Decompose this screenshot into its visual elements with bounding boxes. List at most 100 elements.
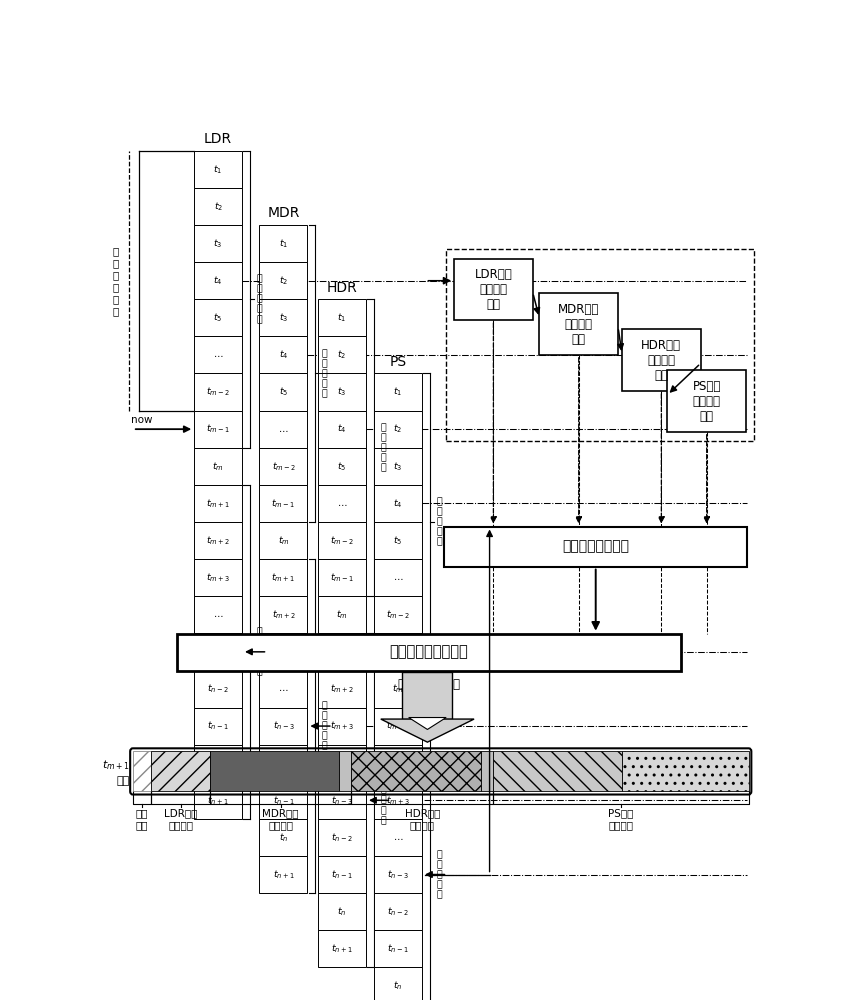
Bar — [260, 485, 308, 522]
Bar — [260, 299, 308, 336]
Text: $t_{n-1}$: $t_{n-1}$ — [273, 794, 294, 807]
Text: $t_{m+2}$: $t_{m+2}$ — [330, 683, 354, 695]
Bar — [374, 967, 422, 1000]
Text: 时刻: 时刻 — [117, 776, 130, 786]
Polygon shape — [408, 718, 446, 729]
Bar — [194, 782, 243, 819]
Text: 预
测
检
测
窗
口: 预 测 检 测 窗 口 — [113, 246, 119, 316]
Bar — [339, 751, 352, 791]
Text: $t_{m+3}$: $t_{m+3}$ — [330, 720, 354, 732]
Text: $t_{m-2}$: $t_{m-2}$ — [272, 460, 295, 473]
Bar — [667, 370, 746, 432]
Bar — [260, 708, 308, 745]
Text: $t_4$: $t_4$ — [213, 274, 223, 287]
Text: $t_{m+3}$: $t_{m+3}$ — [206, 571, 230, 584]
Text: $\cdots$: $\cdots$ — [393, 833, 403, 842]
Bar — [374, 930, 422, 967]
Text: $t_m$: $t_m$ — [278, 534, 289, 547]
Bar — [132, 751, 151, 791]
Text: 有
效
预
测
值: 有 效 预 测 值 — [437, 850, 442, 899]
Text: PS业务
通信量预
测器: PS业务 通信量预 测器 — [692, 380, 721, 423]
Text: $t_n$: $t_n$ — [279, 831, 288, 844]
Bar — [194, 596, 243, 633]
Bar — [260, 448, 308, 485]
Bar — [444, 527, 747, 567]
Text: $t_m$: $t_m$ — [392, 683, 404, 695]
Text: $t_{m+3}$: $t_{m+3}$ — [386, 794, 410, 807]
Bar — [374, 819, 422, 856]
Bar — [260, 819, 308, 856]
Text: $t_m$: $t_m$ — [212, 460, 224, 473]
Text: MDR: MDR — [267, 206, 299, 220]
Text: $t_{m+1}$: $t_{m+1}$ — [206, 497, 230, 510]
Text: $t_3$: $t_3$ — [337, 386, 347, 398]
Text: $t_{m+1}$: $t_{m+1}$ — [386, 720, 410, 732]
Text: $t_2$: $t_2$ — [337, 349, 347, 361]
Text: $t_{m-1}$: $t_{m-1}$ — [330, 571, 354, 584]
Text: $t_{m-1}$: $t_{m-1}$ — [206, 423, 230, 435]
Bar — [352, 751, 481, 791]
Bar — [374, 633, 422, 670]
Text: $t_3$: $t_3$ — [279, 312, 288, 324]
Bar — [194, 373, 243, 411]
Text: $t_1$: $t_1$ — [279, 237, 288, 250]
Text: $t_5$: $t_5$ — [337, 460, 347, 473]
Bar — [194, 485, 243, 522]
Text: $t_{m+1}$: $t_{m+1}$ — [330, 646, 354, 658]
Bar — [374, 856, 422, 893]
Bar — [539, 293, 618, 355]
Bar — [194, 448, 243, 485]
Text: PS业务
资源份额: PS业务 资源份额 — [608, 808, 634, 830]
Text: 历
史
采
样
值: 历 史 采 样 值 — [381, 423, 386, 472]
Text: $t_{n-2}$: $t_{n-2}$ — [207, 683, 229, 695]
Bar — [623, 751, 749, 791]
Text: $t_{m+1}$: $t_{m+1}$ — [272, 571, 296, 584]
Bar — [318, 485, 366, 522]
Text: 有
效
预
测
值: 有 效 预 测 值 — [381, 776, 386, 825]
Text: $\cdots$: $\cdots$ — [337, 759, 347, 768]
Bar — [318, 448, 366, 485]
Bar — [194, 522, 243, 559]
Text: $t_{n-1}$: $t_{n-1}$ — [207, 720, 229, 732]
Bar — [374, 373, 422, 411]
Bar — [374, 485, 422, 522]
Bar — [318, 819, 366, 856]
Text: 业务间资源协调器: 业务间资源协调器 — [562, 540, 630, 554]
Bar — [194, 336, 243, 373]
Text: $t_5$: $t_5$ — [279, 386, 288, 398]
Text: $t_n$: $t_n$ — [337, 905, 347, 918]
Text: 历
史
采
样
值: 历 史 采 样 值 — [437, 497, 442, 547]
Bar — [260, 745, 308, 782]
Bar — [260, 373, 308, 411]
Bar — [318, 670, 366, 708]
Text: $t_2$: $t_2$ — [213, 200, 223, 213]
Text: now: now — [132, 415, 153, 425]
Text: $t_{m-2}$: $t_{m-2}$ — [206, 386, 230, 398]
Bar — [260, 782, 308, 819]
Bar — [318, 856, 366, 893]
Bar — [374, 411, 422, 448]
Bar — [177, 634, 681, 671]
Text: 卫星信道传输数据帧: 卫星信道传输数据帧 — [397, 678, 461, 691]
Bar — [374, 670, 422, 708]
Bar — [260, 596, 308, 633]
Text: $t_2$: $t_2$ — [394, 423, 402, 435]
Text: $t_{n-1}$: $t_{n-1}$ — [331, 868, 353, 881]
Bar — [194, 262, 243, 299]
Text: $\cdots$: $\cdots$ — [213, 350, 224, 359]
Bar — [374, 745, 422, 782]
Text: 有
效
预
测
值: 有 效 预 测 值 — [322, 701, 328, 751]
Bar — [318, 930, 366, 967]
Bar — [194, 670, 243, 708]
Bar — [260, 262, 308, 299]
Text: $t_{n+1}$: $t_{n+1}$ — [273, 868, 294, 881]
Text: HDR业务
资源份额: HDR业务 资源份额 — [404, 808, 440, 830]
Text: $\cdots$: $\cdots$ — [279, 684, 289, 693]
Text: $t_{n-3}$: $t_{n-3}$ — [331, 794, 353, 807]
Bar — [194, 745, 243, 782]
Text: $t_1$: $t_1$ — [394, 386, 402, 398]
Text: $t_3$: $t_3$ — [393, 460, 402, 473]
Bar — [260, 411, 308, 448]
Text: $t_{n+1}$: $t_{n+1}$ — [331, 943, 353, 955]
Text: $t_4$: $t_4$ — [393, 497, 402, 510]
